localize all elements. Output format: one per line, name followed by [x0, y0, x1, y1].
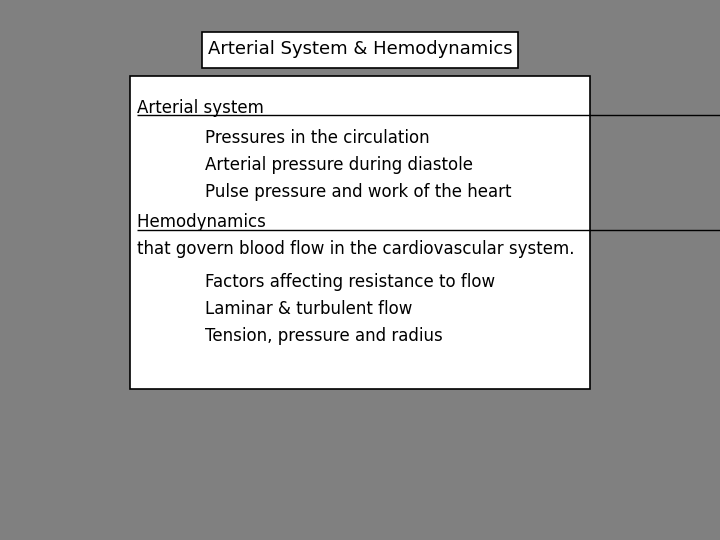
- FancyBboxPatch shape: [202, 32, 518, 68]
- Text: Tension, pressure and radius: Tension, pressure and radius: [205, 327, 443, 345]
- Text: Hemodynamics: Hemodynamics: [137, 213, 271, 232]
- Text: Arterial system: Arterial system: [137, 99, 264, 117]
- FancyBboxPatch shape: [130, 76, 590, 389]
- Text: Pulse pressure and work of the heart: Pulse pressure and work of the heart: [205, 183, 512, 201]
- Text: Laminar & turbulent flow: Laminar & turbulent flow: [205, 300, 413, 318]
- Text: Pressures in the circulation: Pressures in the circulation: [205, 129, 430, 147]
- Text: that govern blood flow in the cardiovascular system.: that govern blood flow in the cardiovasc…: [137, 240, 575, 259]
- Text: Factors affecting resistance to flow: Factors affecting resistance to flow: [205, 273, 495, 291]
- Text: Arterial pressure during diastole: Arterial pressure during diastole: [205, 156, 473, 174]
- Text: Arterial System & Hemodynamics: Arterial System & Hemodynamics: [207, 39, 513, 58]
